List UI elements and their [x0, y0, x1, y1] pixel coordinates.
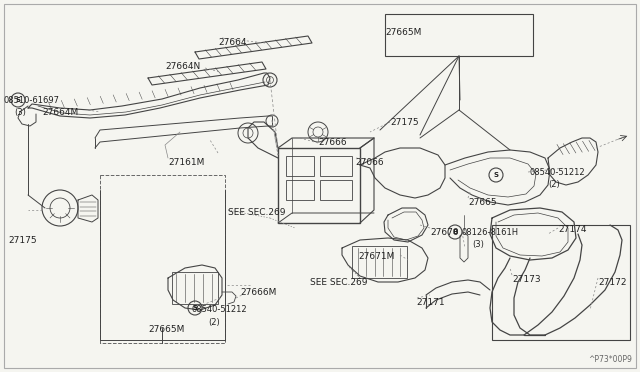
Text: 08510-61697: 08510-61697: [4, 96, 60, 105]
Text: 27172: 27172: [598, 278, 627, 287]
Bar: [286, 156, 314, 176]
Bar: [492, 225, 630, 340]
Text: S: S: [15, 97, 20, 103]
Text: 27665M: 27665M: [385, 28, 421, 37]
Text: SEE SEC.269: SEE SEC.269: [228, 208, 285, 217]
Text: 27665: 27665: [468, 198, 497, 207]
Text: 27664: 27664: [218, 38, 246, 47]
Text: 27066: 27066: [355, 158, 383, 167]
Text: 08540-51212: 08540-51212: [530, 168, 586, 177]
Bar: [172, 272, 218, 304]
Bar: [278, 148, 360, 223]
Text: (2): (2): [208, 318, 220, 327]
Bar: [320, 156, 352, 176]
Text: SEE SEC.269: SEE SEC.269: [310, 278, 367, 287]
Text: 27171: 27171: [416, 298, 445, 307]
Bar: [100, 175, 225, 343]
Text: (3): (3): [472, 240, 484, 249]
Text: 27666M: 27666M: [240, 288, 276, 297]
Bar: [385, 14, 533, 56]
Text: 27175: 27175: [8, 236, 36, 245]
Bar: [320, 180, 352, 200]
Text: 27664M: 27664M: [42, 108, 78, 117]
Text: 27666: 27666: [318, 138, 347, 147]
Text: 27175: 27175: [390, 118, 419, 127]
Bar: [286, 180, 314, 200]
Text: (2): (2): [548, 180, 560, 189]
Text: (3): (3): [14, 108, 26, 117]
Text: 27665M: 27665M: [148, 325, 184, 334]
Text: 27664N: 27664N: [165, 62, 200, 71]
Text: 08540-51212: 08540-51212: [192, 305, 248, 314]
Text: B: B: [452, 229, 458, 235]
Text: 27173: 27173: [512, 275, 541, 284]
Text: S: S: [493, 172, 499, 178]
Text: 27161M: 27161M: [168, 158, 204, 167]
Text: 27671M: 27671M: [358, 252, 394, 261]
Bar: [352, 246, 407, 278]
Text: 27670: 27670: [430, 228, 459, 237]
Text: 27174: 27174: [558, 225, 586, 234]
Text: ^P73*00P9: ^P73*00P9: [588, 355, 632, 364]
Text: 08126-8161H: 08126-8161H: [462, 228, 519, 237]
Text: S: S: [193, 305, 198, 311]
